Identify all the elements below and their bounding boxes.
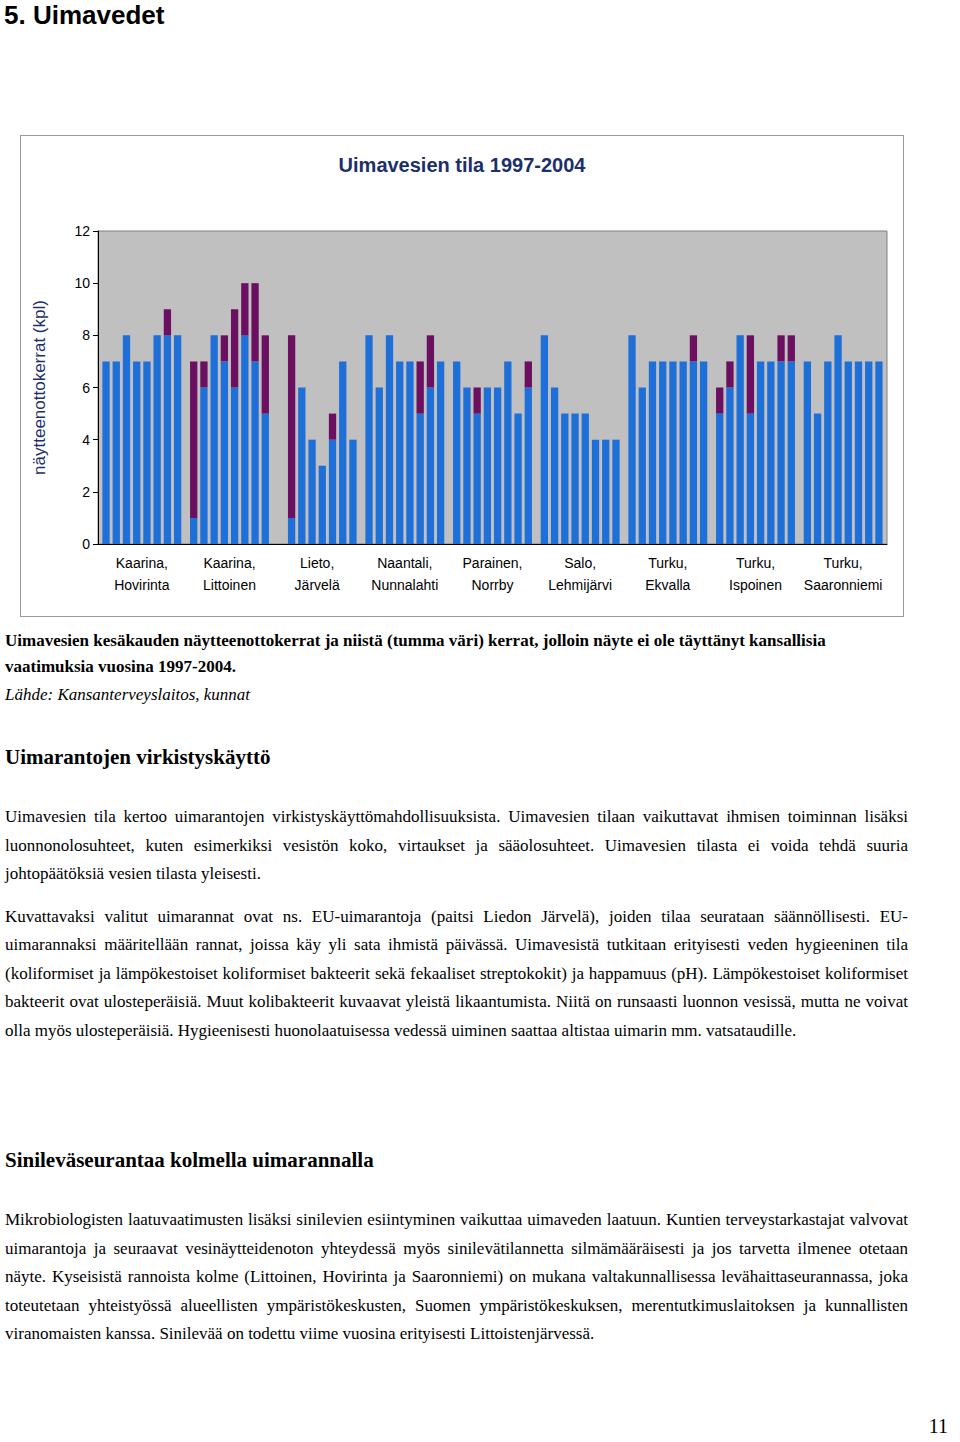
svg-text:Nunnalahti: Nunnalahti bbox=[371, 577, 438, 593]
svg-text:6: 6 bbox=[82, 380, 90, 396]
html-text:Uimavesien kesäkauden näytteen: Uimavesien kesäkauden näytteenottokerrat… bbox=[5, 631, 826, 676]
svg-text:2: 2 bbox=[82, 484, 90, 500]
svg-text:Turku,: Turku, bbox=[736, 555, 775, 571]
svg-text:Saaronniemi: Saaronniemi bbox=[804, 577, 883, 593]
html-text:Sinileväseurantaa kolmella uim: Sinileväseurantaa kolmella uimarannalla bbox=[5, 1148, 374, 1172]
html-text:Uimavesien tila kertoo uimaran: Uimavesien tila kertoo uimarantojen virk… bbox=[5, 807, 908, 883]
svg-text:10: 10 bbox=[74, 275, 90, 291]
html-text:Lähde: Kansanterveyslaitos, ku: Lähde: Kansanterveyslaitos, kunnat bbox=[5, 685, 251, 704]
svg-text:näytteenottokerrat (kpl): näytteenottokerrat (kpl) bbox=[30, 300, 49, 475]
svg-text:Turku,: Turku, bbox=[648, 555, 687, 571]
svg-text:Littoinen: Littoinen bbox=[203, 577, 256, 593]
svg-text:0: 0 bbox=[82, 536, 90, 552]
svg-text:Ispoinen: Ispoinen bbox=[729, 577, 782, 593]
svg-text:Parainen,: Parainen, bbox=[463, 555, 523, 571]
html-text:Kuvattavaksi valitut uimaranna: Kuvattavaksi valitut uimarannat ovat ns.… bbox=[5, 906, 908, 1040]
svg-text:Ekvalla: Ekvalla bbox=[645, 577, 690, 593]
html-text:Mikrobiologisten laatuvaatimus: Mikrobiologisten laatuvaatimusten lisäks… bbox=[5, 1210, 908, 1343]
svg-text:Kaarina,: Kaarina, bbox=[203, 555, 255, 571]
svg-text:Lieto,: Lieto, bbox=[300, 555, 334, 571]
svg-text:Järvelä: Järvelä bbox=[295, 577, 340, 593]
svg-text:Norrby: Norrby bbox=[471, 577, 513, 593]
svg-text:Kaarina,: Kaarina, bbox=[116, 555, 168, 571]
html-text:11: 11 bbox=[928, 1415, 948, 1437]
svg-text:8: 8 bbox=[82, 327, 90, 343]
svg-text:Hovirinta: Hovirinta bbox=[114, 577, 169, 593]
svg-text:4: 4 bbox=[82, 432, 90, 448]
svg-text:Naantali,: Naantali, bbox=[377, 555, 432, 571]
svg-text:Turku,: Turku, bbox=[824, 555, 863, 571]
html-text:Uimarantojen virkistyskäyttö: Uimarantojen virkistyskäyttö bbox=[5, 745, 271, 769]
html-text:5. Uimavedet: 5. Uimavedet bbox=[4, 0, 165, 30]
svg-text:Uimavesien tila 1997-2004: Uimavesien tila 1997-2004 bbox=[339, 154, 587, 176]
svg-text:Lehmijärvi: Lehmijärvi bbox=[548, 577, 612, 593]
svg-text:Salo,: Salo, bbox=[564, 555, 596, 571]
svg-text:12: 12 bbox=[74, 223, 90, 239]
